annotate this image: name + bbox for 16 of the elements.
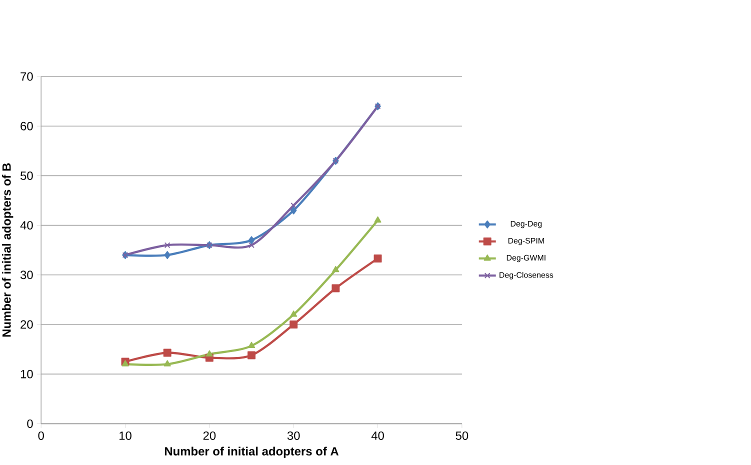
y-tick-label: 50 (20, 172, 33, 180)
x-axis-title: Number of initial adopters of A (164, 446, 339, 458)
x-tick-label: 30 (287, 432, 300, 440)
y-tick-label: 0 (27, 420, 33, 428)
y-tick-label: 10 (20, 370, 33, 378)
x-tick-label: 50 (456, 432, 468, 440)
y-tick-label: 70 (20, 72, 33, 81)
x-tick-label: 40 (371, 432, 384, 440)
y-tick-label: 20 (20, 320, 33, 329)
y-tick-label: 40 (20, 221, 33, 230)
y-tick-label: 30 (20, 270, 33, 280)
x-tick-label: 20 (203, 432, 216, 440)
y-axis-title: Number of initial adopters of B (2, 163, 14, 337)
x-tick-label: 0 (38, 432, 44, 440)
y-tick-label: 60 (20, 122, 33, 130)
x-tick-label: 10 (120, 432, 132, 440)
